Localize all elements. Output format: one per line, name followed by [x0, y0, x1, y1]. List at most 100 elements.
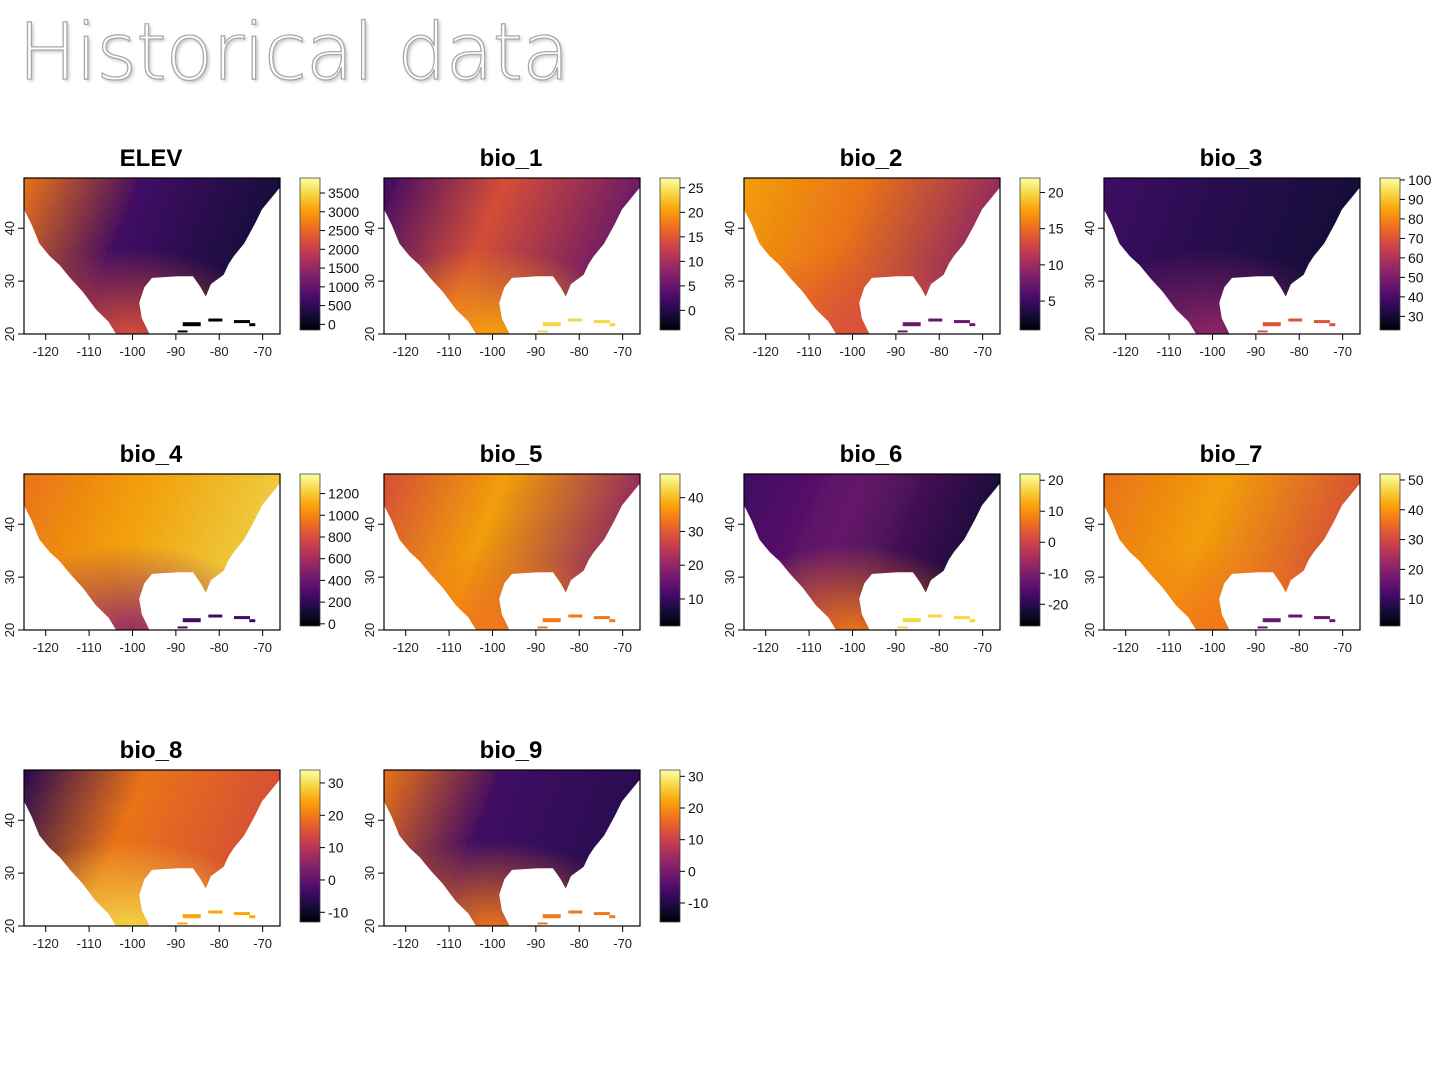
y-tick-label: 40: [2, 517, 17, 531]
legend-tick-label: 2000: [328, 241, 359, 257]
island-cells: [897, 614, 976, 629]
x-tick-label: -70: [613, 640, 632, 655]
x-tick-label: -80: [210, 640, 229, 655]
x-tick-label: -120: [33, 936, 59, 951]
map-frame: [23, 473, 281, 631]
y-tick-label: 30: [2, 274, 17, 288]
y-tick-label: 20: [1082, 327, 1097, 341]
y-tick-label: 30: [1082, 274, 1097, 288]
legend-tick-label: 0: [1048, 534, 1056, 550]
legend-tick-label: 1000: [328, 279, 359, 295]
island-cells: [1257, 614, 1336, 629]
x-tick-label: -90: [166, 640, 185, 655]
x-tick-label: -90: [526, 640, 545, 655]
legend-tick-label: 15: [1048, 221, 1064, 237]
legend-tick-label: 25: [688, 180, 704, 196]
x-tick-label: -120: [33, 344, 59, 359]
page-title: Historical data: [17, 8, 570, 98]
x-tick-label: -80: [210, 936, 229, 951]
x-tick-label: -100: [119, 640, 145, 655]
x-tick-label: -90: [526, 344, 545, 359]
legend-tick-label: -10: [688, 895, 708, 911]
x-tick-label: -120: [393, 344, 419, 359]
island-cells: [537, 614, 616, 629]
legend-tick-label: -20: [1048, 596, 1068, 612]
x-tick-label: -90: [166, 344, 185, 359]
legend-tick-label: 10: [688, 253, 704, 269]
x-tick-label: -110: [77, 936, 102, 951]
x-tick-label: -70: [253, 640, 272, 655]
y-tick-label: 20: [2, 623, 17, 637]
map-frame: [23, 769, 281, 927]
legend-tick-label: 30: [328, 775, 344, 791]
x-tick-label: -80: [570, 936, 589, 951]
x-tick-label: -80: [210, 344, 229, 359]
y-tick-label: 30: [722, 570, 737, 584]
legend-tick-label: 20: [328, 807, 344, 823]
raster-field: [744, 178, 1000, 334]
x-tick-label: -90: [886, 344, 905, 359]
legend-colorbar: [299, 177, 321, 331]
y-tick-label: 40: [2, 221, 17, 235]
x-tick-label: -110: [77, 640, 102, 655]
panel-title: bio_7: [1200, 441, 1263, 468]
y-tick-label: 40: [1082, 221, 1097, 235]
legend-tick-label: 40: [688, 490, 704, 506]
raster-field: [384, 474, 640, 630]
map-panel-bio_5: bio_5 -120 -110 -100 -90 -80 -70 20 30 40 10 20 30 40: [362, 441, 704, 655]
island-cells: [177, 614, 256, 629]
legend-colorbar: [1379, 473, 1401, 627]
legend-tick-label: 200: [328, 594, 352, 610]
legend-tick-label: 0: [328, 872, 336, 888]
x-tick-label: -120: [1113, 640, 1139, 655]
y-tick-label: 30: [362, 866, 377, 880]
x-tick-label: -80: [570, 640, 589, 655]
legend-tick-label: 10: [1048, 503, 1064, 519]
y-tick-label: 40: [1082, 517, 1097, 531]
map-panel-bio_4: bio_4-120 -110 -100 -90 -80 -7020304002004006…: [2, 441, 359, 655]
panel-title: bio_6: [840, 441, 903, 468]
legend-tick-label: 40: [1408, 502, 1424, 518]
map-frame: [1103, 177, 1361, 335]
x-tick-label: -120: [1113, 344, 1139, 359]
raster-field: [384, 178, 640, 334]
x-tick-label: -120: [33, 640, 59, 655]
legend-colorbar: [659, 177, 681, 331]
legend-colorbar: [1019, 473, 1041, 627]
x-tick-label: -110: [1157, 344, 1182, 359]
x-tick-label: -110: [77, 344, 102, 359]
legend-tick-label: 1500: [328, 260, 359, 276]
legend-tick-label: -10: [1048, 565, 1068, 581]
x-tick-label: -110: [437, 640, 462, 655]
panel-title: bio_5: [480, 441, 543, 468]
x-tick-label: -90: [526, 936, 545, 951]
x-tick-label: -120: [393, 936, 419, 951]
legend-colorbar: [659, 473, 681, 627]
map-panel-bio_1: bio_1 -120 -110 -100 -90 -80 -70 20 30 40 0 5 10 15 20…: [362, 145, 704, 359]
map-frame: [1103, 473, 1361, 631]
legend-tick-label: 10: [328, 840, 344, 856]
legend-tick-label: 50: [1408, 472, 1424, 488]
x-tick-label: -80: [930, 344, 949, 359]
legend-tick-label: 0: [328, 616, 336, 632]
legend-tick-label: 400: [328, 572, 352, 588]
y-tick-label: 30: [362, 274, 377, 288]
legend-tick-label: 70: [1408, 230, 1424, 246]
y-tick-label: 20: [722, 327, 737, 341]
y-tick-label: 40: [2, 813, 17, 827]
raster-field: [384, 770, 640, 926]
y-tick-label: 20: [2, 327, 17, 341]
legend-tick-label: -10: [328, 904, 348, 920]
legend-tick-label: 10: [1408, 591, 1424, 607]
panel-title: bio_2: [840, 145, 903, 172]
y-tick-label: 20: [362, 919, 377, 933]
legend-tick-label: 30: [1408, 532, 1424, 548]
x-tick-label: -110: [1157, 640, 1182, 655]
panel-title: bio_1: [480, 145, 543, 172]
legend-tick-label: 20: [688, 800, 704, 816]
island-cells: [177, 910, 256, 925]
x-tick-label: -100: [479, 344, 505, 359]
legend-tick-label: 40: [1408, 289, 1424, 305]
x-tick-label: -100: [1199, 344, 1225, 359]
